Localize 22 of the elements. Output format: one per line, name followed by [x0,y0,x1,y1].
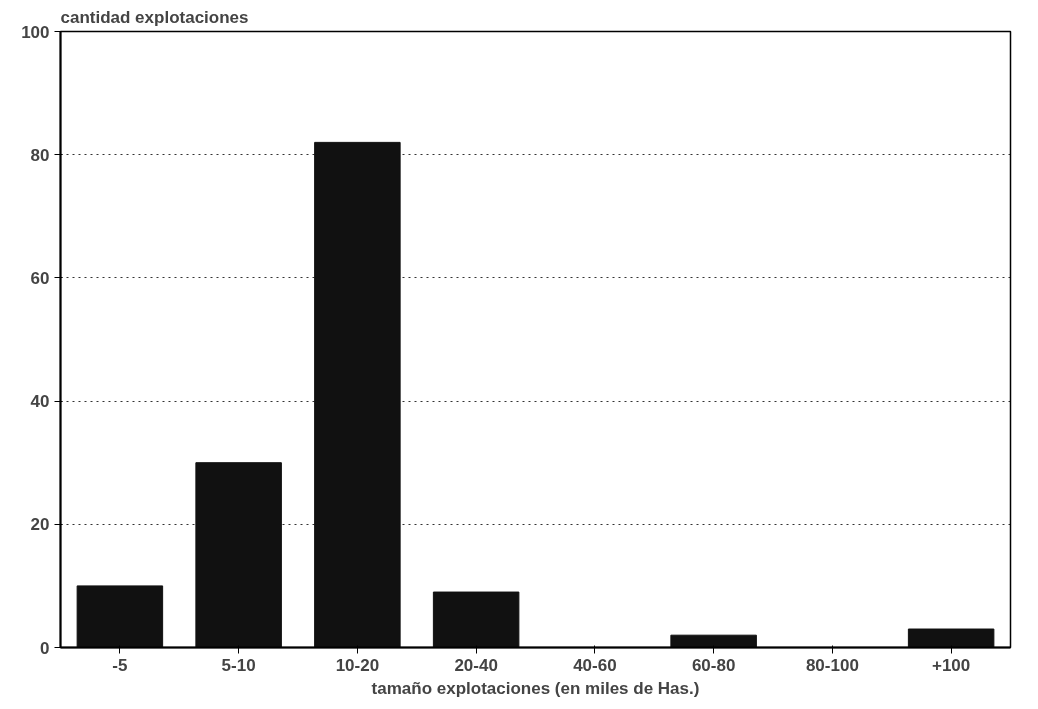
x-tick-label: 20-40 [454,655,498,675]
x-axis-title: tamaño explotaciones (en miles de Has.) [371,678,700,698]
bar [76,585,164,648]
bar [314,141,401,648]
bar [907,628,995,648]
x-tick-label: 60-80 [691,655,736,675]
x-tick-label: 5-10 [221,655,256,675]
bar [195,462,282,648]
y-tick-label: 20 [30,515,50,535]
x-tick-label: +100 [931,655,971,675]
x-tick-label: -5 [112,655,128,675]
x-tick-label: 40-60 [573,655,617,675]
bar [432,591,520,648]
y-tick-label: 0 [40,638,50,658]
chart-title: cantidad explotaciones [60,7,249,27]
x-tick-label: 80-100 [805,655,859,675]
y-tick-label: 100 [21,22,50,42]
y-tick-label: 80 [30,145,50,165]
y-tick-label: 40 [30,392,50,412]
y-tick-label: 60 [30,268,50,288]
bar [670,634,757,648]
x-tick-label: 10-20 [335,655,380,675]
